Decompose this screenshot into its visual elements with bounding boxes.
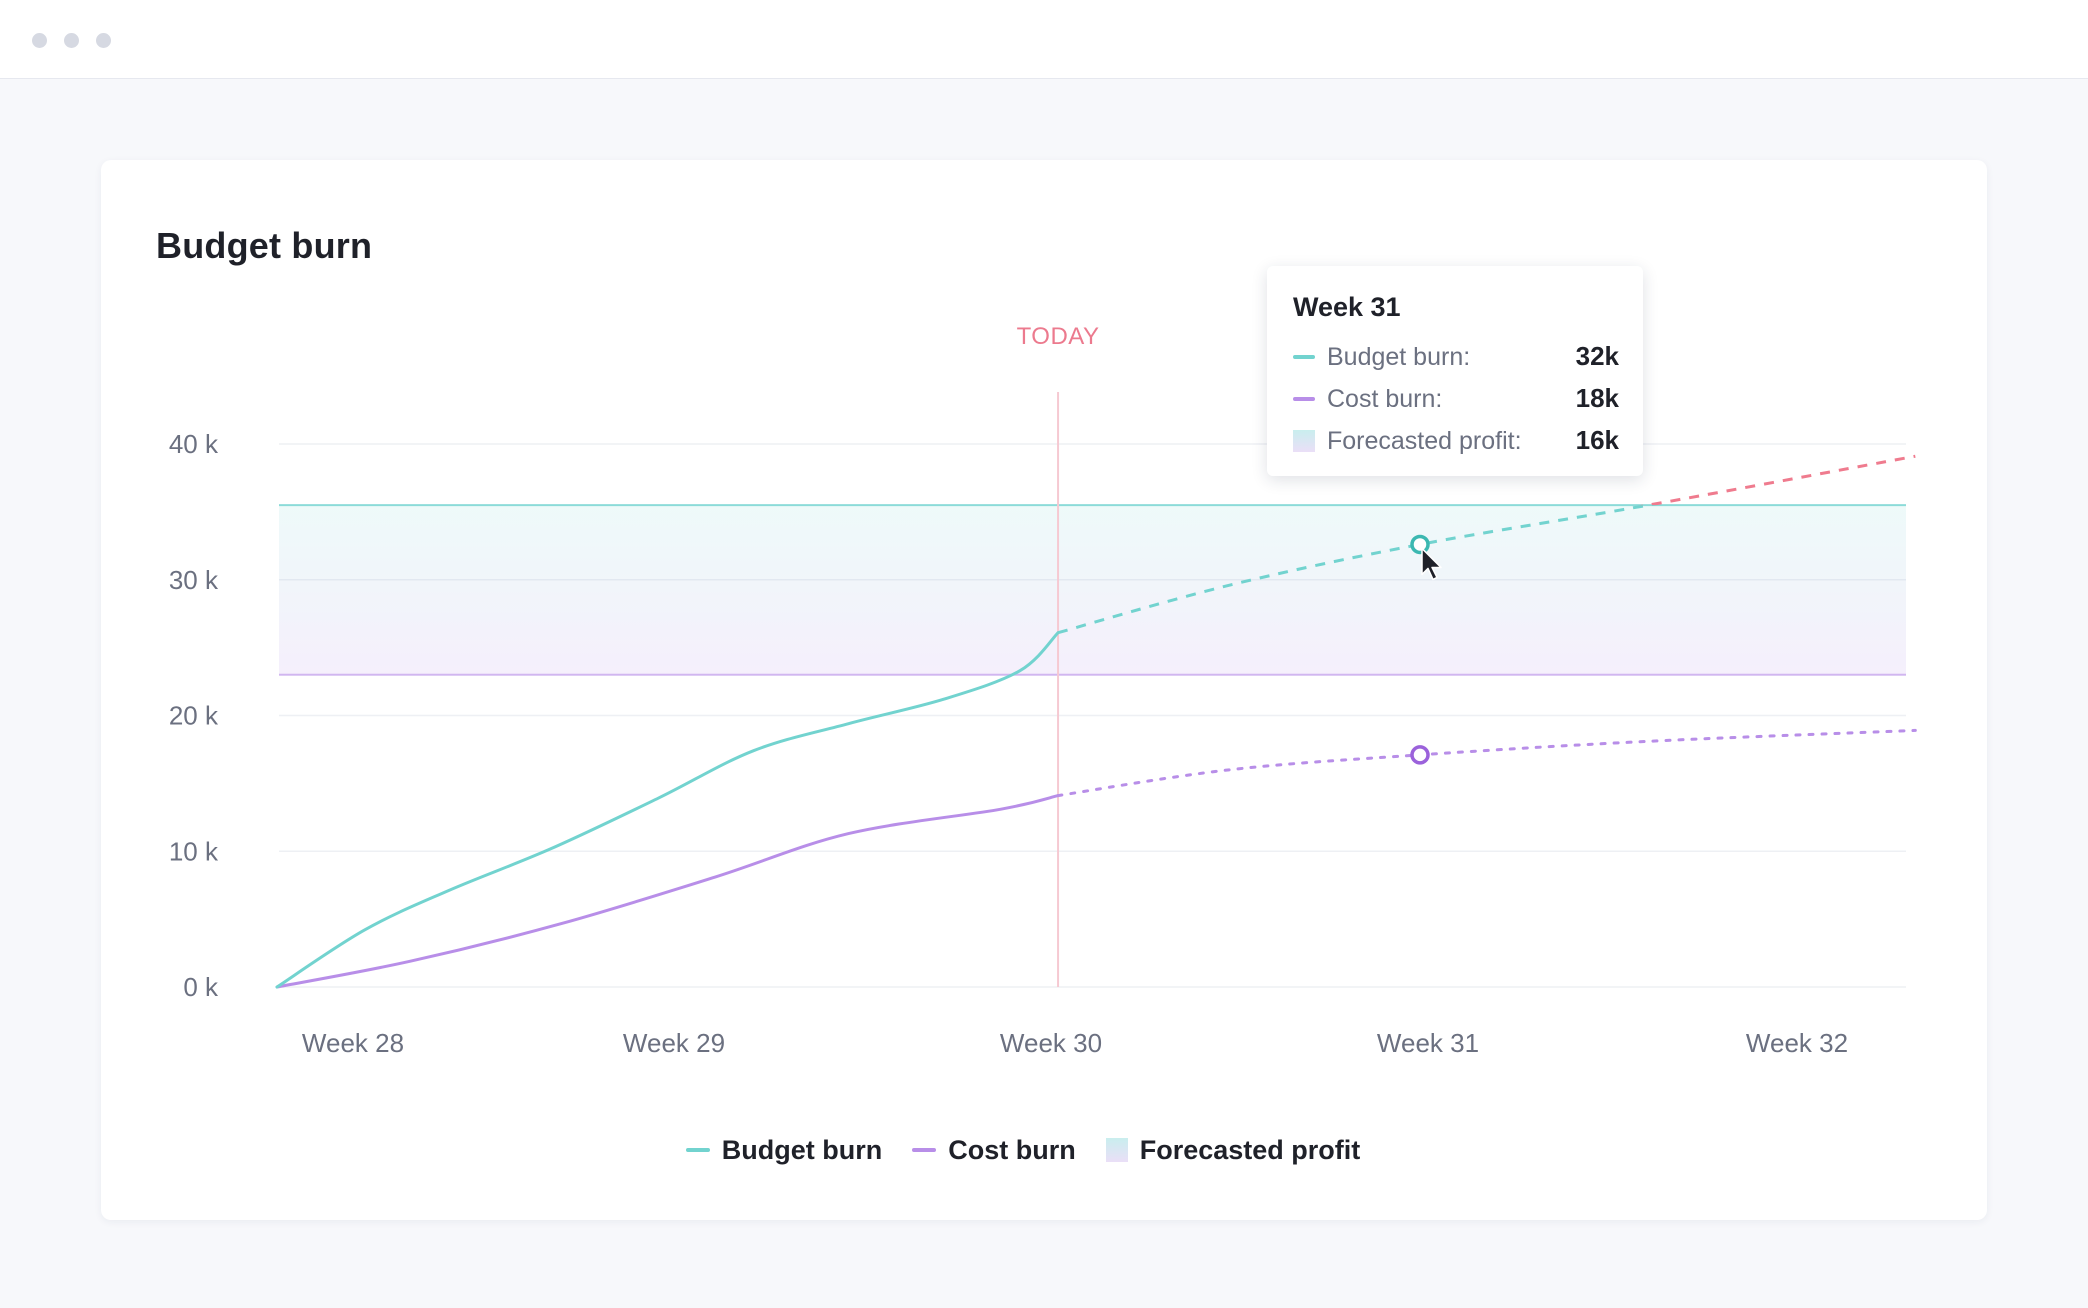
tooltip-value: 18k [1575,383,1619,413]
tooltip-title: Week 31 [1293,292,1401,322]
window-titlebar [0,0,2088,79]
budget-burn-line [275,631,1060,989]
y-tick-label: 10 k [169,836,219,866]
legend-item-budget-burn[interactable]: Budget burn [685,1134,883,1166]
window-control-dot[interactable] [64,33,79,48]
budget-burn-swatch [1293,355,1315,359]
tooltip-row-cost-burn: Cost burn: 18k [1293,381,1619,421]
tooltip-row-forecasted-profit: Forecasted profit: 16k [1293,423,1619,463]
tooltip-value: 16k [1575,425,1619,455]
forecasted-profit-band [279,505,1906,675]
tooltip-value: 32k [1575,341,1619,371]
budget-burn-marker [1410,534,1430,555]
budget-burn-chart[interactable]: 0 k 10 k 20 k 30 k 40 k Week 28 Week 29 Week 30… [101,160,1987,1220]
forecasted-profit-swatch [1105,1138,1128,1162]
budget-burn-swatch [685,1148,710,1152]
today-label: TODAY [1017,323,1100,350]
legend-label: Forecasted profit [1139,1134,1361,1165]
tooltip-row-budget-burn: Budget burn: 32k [1293,339,1619,379]
y-tick-label: 30 k [169,565,219,595]
card-title: Budget burn [156,225,373,266]
x-tick-label: Week 30 [1000,1028,1102,1058]
x-tick-label: Week 31 [1377,1028,1479,1058]
legend-item-cost-burn[interactable]: Cost burn [912,1135,1076,1166]
budget-burn-card: Budget burn 0 k 10 k 20 k 30 k 40 k Week 28 We… [101,160,1987,1220]
window-control-dot[interactable] [96,33,111,48]
legend-label: Cost burn [948,1134,1076,1165]
x-tick-label: Week 29 [623,1028,725,1058]
tooltip-label: Cost burn: [1327,385,1443,413]
cost-burn-marker [1410,745,1430,765]
x-tick-label: Week 32 [1746,1028,1848,1058]
forecasted-profit-swatch [1293,430,1315,452]
cost-burn-forecast-line [1056,728,1917,798]
cost-burn-line [275,794,1060,989]
x-tick-label: Week 28 [302,1028,404,1058]
cursor-icon [1421,547,1442,581]
cost-burn-swatch [912,1148,937,1152]
legend-label: Budget burn [721,1134,883,1165]
y-tick-label: 20 k [169,701,219,731]
cost-burn-swatch [1293,397,1315,401]
tooltip-label: Budget burn: [1327,343,1471,371]
chart-legend: Budget burn Cost burn Forecasted profit [80,1130,1966,1170]
window-control-dot[interactable] [32,33,47,48]
y-tick-label: 0 k [183,972,219,1002]
chart-tooltip: Week 31 Budget burn: 32k Cost burn: 18k … [1267,266,1643,476]
legend-item-forecasted-profit[interactable]: Forecasted profit [1105,1134,1361,1166]
tooltip-label: Forecasted profit: [1327,427,1522,455]
y-tick-label: 40 k [169,429,219,459]
